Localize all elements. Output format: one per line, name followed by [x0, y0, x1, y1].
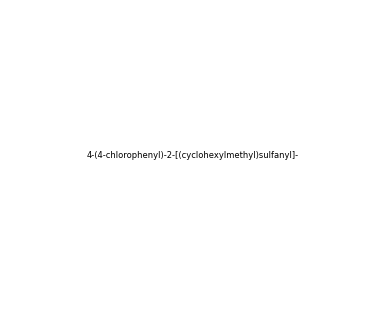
Text: 4-(4-chlorophenyl)-2-[(cyclohexylmethyl)sulfanyl]-: 4-(4-chlorophenyl)-2-[(cyclohexylmethyl)…	[87, 152, 299, 160]
